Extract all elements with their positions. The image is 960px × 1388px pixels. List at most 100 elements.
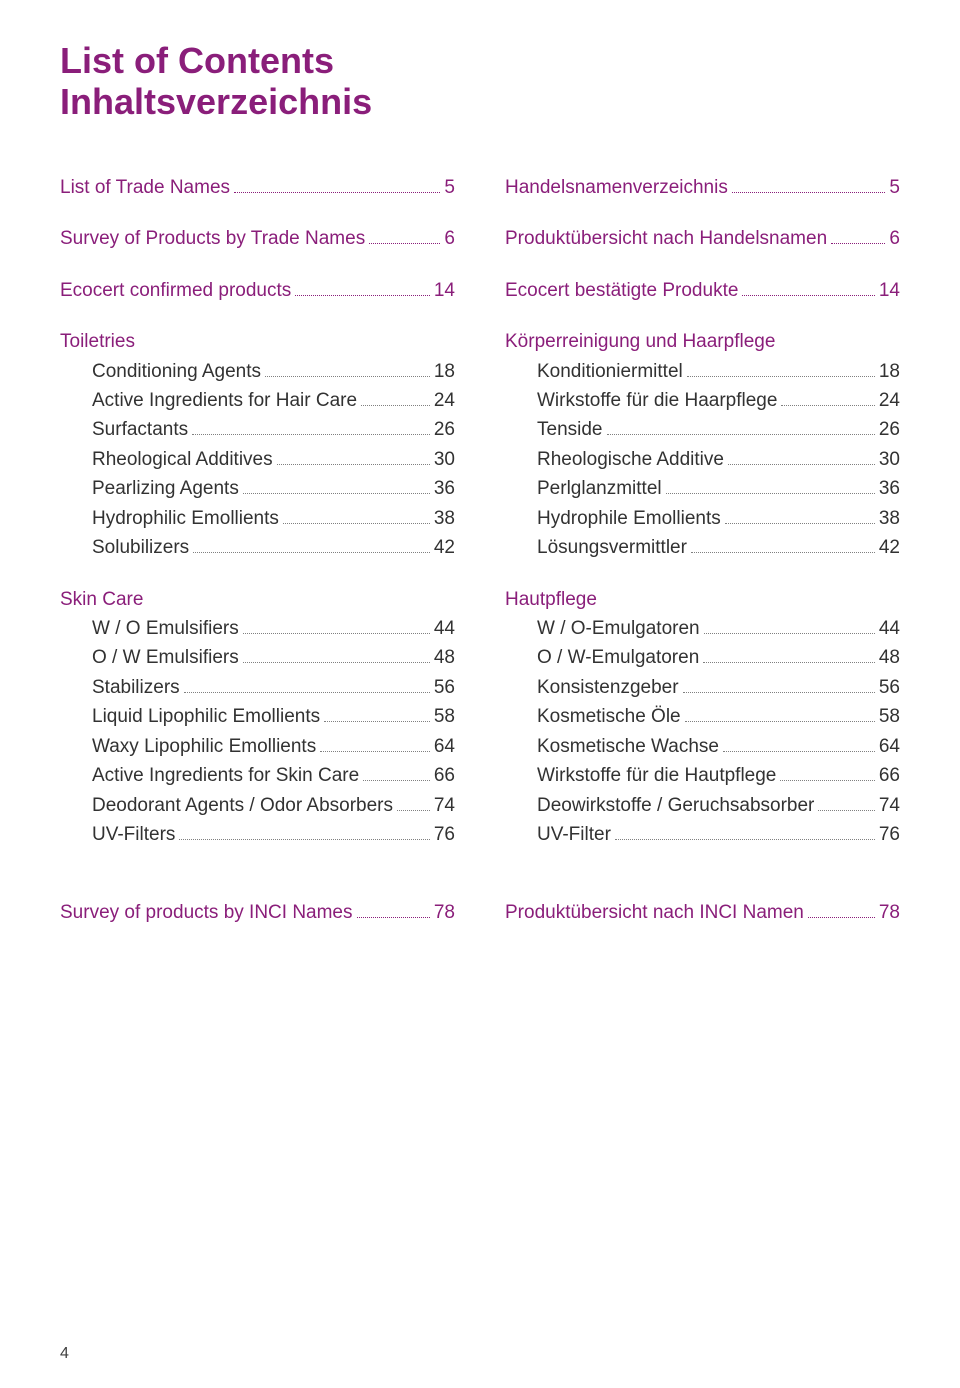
toc-entry-survey-trade: Produktübersicht nach Handelsnamen6: [505, 224, 900, 253]
toc-item-toiletries-4-page: 36: [879, 474, 900, 503]
toc-item-skincare-4-label: Waxy Lipophilic Emollients: [92, 732, 316, 761]
toc-item-toiletries-3-page: 30: [434, 445, 455, 474]
toc-item-skincare-1: O / W Emulsifiers 48: [60, 643, 455, 672]
leader-dots: [742, 295, 874, 296]
toc-section: HautpflegeW / O-Emulgatoren44O / W-Emulg…: [505, 585, 900, 850]
toc-item-toiletries-5-page: 38: [434, 504, 455, 533]
toc-section: ToiletriesConditioning Agents18Active In…: [60, 327, 455, 563]
toc-item-skincare-7: UV-Filter 76: [505, 820, 900, 849]
toc-item-skincare-0-label: W / O-Emulgatoren: [537, 614, 700, 643]
toc-item-skincare-4-page: 64: [879, 732, 900, 761]
toc-item-skincare-4: Kosmetische Wachse 64: [505, 732, 900, 761]
toc-item-toiletries-0-page: 18: [434, 357, 455, 386]
toc-entry-ecocert: Ecocert bestätigte Produkte14: [505, 276, 900, 305]
toc-entry-ecocert-page: 14: [434, 276, 455, 305]
toc-item-toiletries-1: Wirkstoffe für die Haarpflege 24: [505, 386, 900, 415]
toc-item-skincare-3-label: Liquid Lipophilic Emollients: [92, 702, 320, 731]
toc-item-toiletries-2-label: Surfactants: [92, 415, 188, 444]
toc-heading-skincare: Skin Care: [60, 585, 455, 614]
toc-section: Körperreinigung und HaarpflegeKonditioni…: [505, 327, 900, 563]
toc-heading-toiletries: Toiletries: [60, 327, 455, 356]
toc-item-toiletries-1-page: 24: [879, 386, 900, 415]
toc-item-toiletries-3-label: Rheologische Additive: [537, 445, 724, 474]
toc-item-skincare-1: O / W-Emulgatoren 48: [505, 643, 900, 672]
toc-item-toiletries-2-label: Tenside: [537, 415, 603, 444]
toc-item-skincare-3-label: Kosmetische Öle: [537, 702, 681, 731]
toc-item-toiletries-4-label: Perlglanzmittel: [537, 474, 662, 503]
toc-section: Handelsnamenverzeichnis5: [505, 173, 900, 202]
toc-item-toiletries-5-page: 38: [879, 504, 900, 533]
leader-dots: [265, 376, 430, 377]
toc-item-skincare-6-label: Deodorant Agents / Odor Absorbers: [92, 791, 393, 820]
toc-entry-ecocert-label: Ecocert confirmed products: [60, 276, 291, 305]
toc-item-skincare-4-page: 64: [434, 732, 455, 761]
leader-dots: [615, 839, 875, 840]
document-title: List of Contents Inhaltsverzeichnis: [60, 40, 900, 123]
leader-dots: [363, 780, 430, 781]
toc-entry-trade-names-label: List of Trade Names: [60, 173, 230, 202]
leader-dots: [295, 295, 430, 296]
leader-dots: [732, 192, 886, 193]
toc-item-skincare-1-label: O / W Emulsifiers: [92, 643, 239, 672]
toc-item-skincare-3: Kosmetische Öle 58: [505, 702, 900, 731]
leader-dots: [357, 917, 430, 918]
toc-item-toiletries-3-page: 30: [879, 445, 900, 474]
toc-item-toiletries-5-label: Hydrophilic Emollients: [92, 504, 279, 533]
toc-entry-inci-label: Survey of products by INCI Names: [60, 898, 353, 927]
toc-right-column: Handelsnamenverzeichnis5 Produktübersicht…: [505, 173, 900, 949]
toc-item-toiletries-0-page: 18: [879, 357, 900, 386]
toc-item-toiletries-5: Hydrophilic Emollients 38: [60, 504, 455, 533]
leader-dots: [831, 243, 885, 244]
toc-item-skincare-1-label: O / W-Emulgatoren: [537, 643, 699, 672]
leader-dots: [687, 376, 875, 377]
toc-item-toiletries-6-page: 42: [879, 533, 900, 562]
toc-entry-trade-names-label: Handelsnamenverzeichnis: [505, 173, 728, 202]
leader-dots: [283, 523, 430, 524]
leader-dots: [243, 493, 430, 494]
leader-dots: [780, 780, 874, 781]
toc-item-toiletries-4: Pearlizing Agents36: [60, 474, 455, 503]
toc-item-toiletries-6-label: Lösungsvermittler: [537, 533, 687, 562]
toc-item-toiletries-2: Surfactants26: [60, 415, 455, 444]
toc-item-skincare-0: W / O-Emulgatoren44: [505, 614, 900, 643]
page-number: 4: [60, 1345, 69, 1363]
toc-item-toiletries-1-label: Wirkstoffe für die Haarpflege: [537, 386, 777, 415]
toc-item-toiletries-0-label: Konditioniermittel: [537, 357, 683, 386]
toc-entry-trade-names: List of Trade Names5: [60, 173, 455, 202]
toc-item-toiletries-5: Hydrophile Emollients38: [505, 504, 900, 533]
toc-item-toiletries-3: Rheologische Additive 30: [505, 445, 900, 474]
leader-dots: [723, 751, 875, 752]
toc-item-skincare-2-label: Konsistenzgeber: [537, 673, 679, 702]
title-line-1: List of Contents: [60, 40, 900, 81]
toc-section: Survey of products by INCI Names78: [60, 898, 455, 927]
toc-item-skincare-6-page: 74: [879, 791, 900, 820]
leader-dots: [691, 552, 875, 553]
leader-dots: [193, 552, 430, 553]
leader-dots: [703, 662, 875, 663]
toc-item-toiletries-6: Solubilizers42: [60, 533, 455, 562]
toc-item-skincare-4-label: Kosmetische Wachse: [537, 732, 719, 761]
leader-dots: [277, 464, 430, 465]
toc-section: Produktübersicht nach Handelsnamen6: [505, 224, 900, 253]
toc-section: List of Trade Names5: [60, 173, 455, 202]
leader-dots: [324, 721, 430, 722]
toc-item-skincare-1-page: 48: [434, 643, 455, 672]
toc-item-skincare-2: Stabilizers56: [60, 673, 455, 702]
toc-item-toiletries-2: Tenside 26: [505, 415, 900, 444]
toc-item-skincare-3: Liquid Lipophilic Emollients58: [60, 702, 455, 731]
toc-item-skincare-7-label: UV-Filter: [537, 820, 611, 849]
toc-item-toiletries-2-page: 26: [879, 415, 900, 444]
toc-section: Produktübersicht nach INCI Namen78: [505, 898, 900, 927]
toc-item-skincare-2-page: 56: [434, 673, 455, 702]
toc-item-skincare-5: Active Ingredients for Skin Care66: [60, 761, 455, 790]
toc-section: Ecocert bestätigte Produkte14: [505, 276, 900, 305]
toc-item-toiletries-1: Active Ingredients for Hair Care24: [60, 386, 455, 415]
toc-item-toiletries-4: Perlglanzmittel 36: [505, 474, 900, 503]
toc-left-column: List of Trade Names5 Survey of Products b…: [60, 173, 455, 949]
toc-entry-survey-trade-label: Survey of Products by Trade Names: [60, 224, 365, 253]
toc-item-skincare-7-page: 76: [879, 820, 900, 849]
toc-item-toiletries-3-label: Rheological Additives: [92, 445, 273, 474]
toc-item-skincare-3-page: 58: [879, 702, 900, 731]
toc-item-skincare-1-page: 48: [879, 643, 900, 672]
toc-item-skincare-4: Waxy Lipophilic Emollients 64: [60, 732, 455, 761]
